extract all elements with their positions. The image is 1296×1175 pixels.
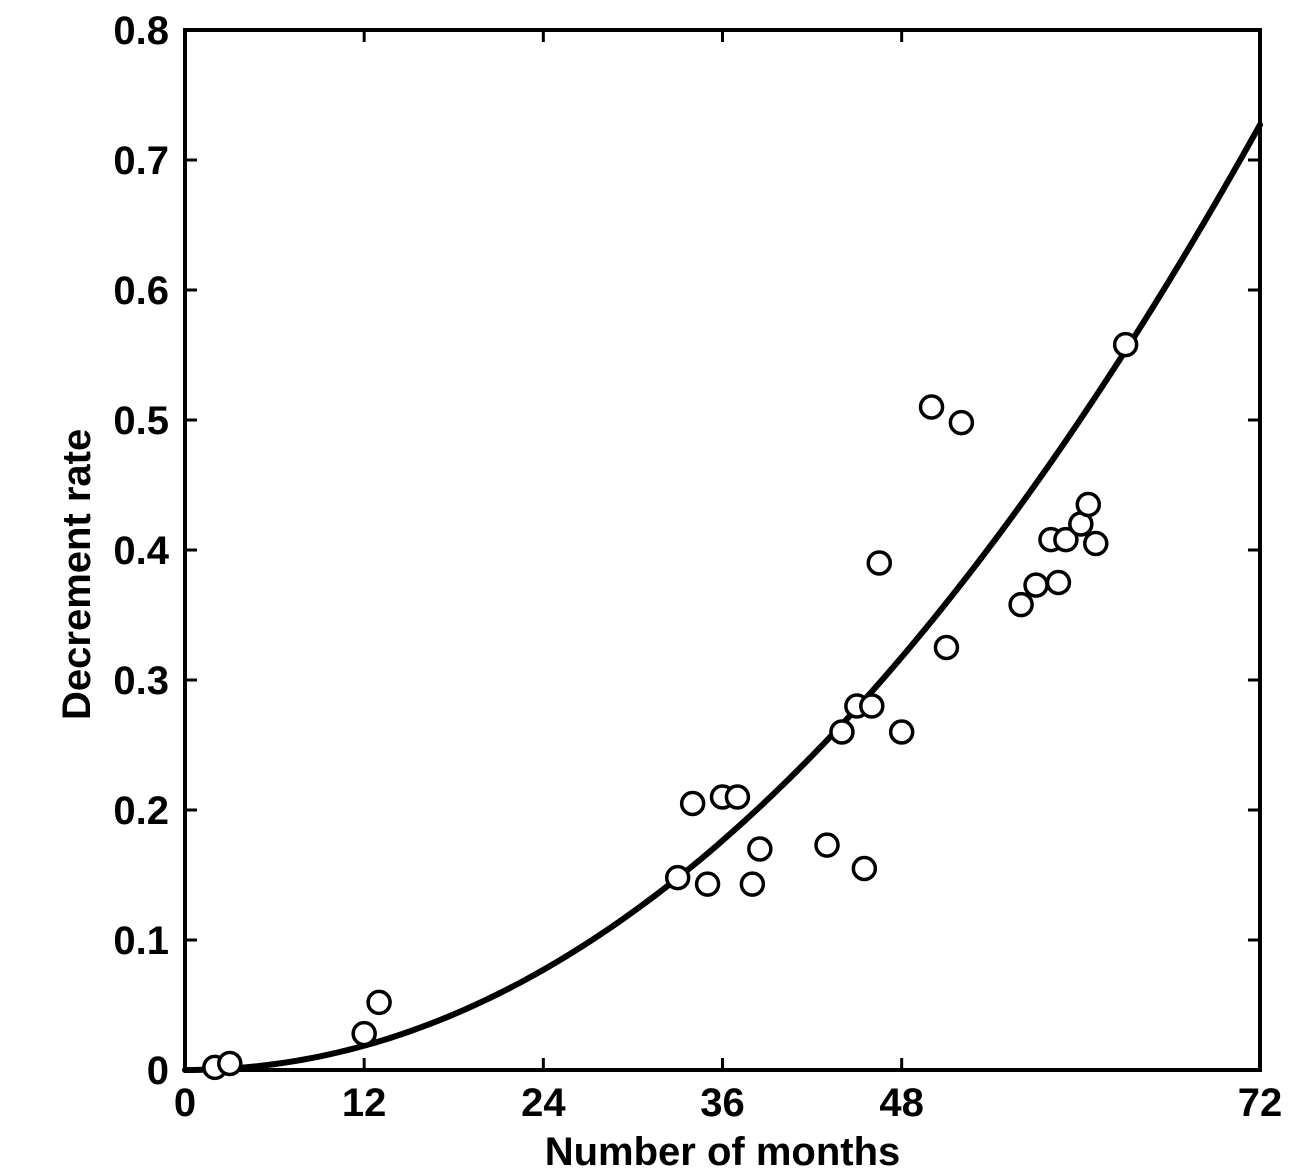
data-point — [853, 858, 875, 880]
y-tick-label: 0 — [147, 1049, 169, 1093]
data-point — [921, 396, 943, 418]
x-axis-label: Number of months — [185, 1130, 1260, 1175]
data-point — [1047, 572, 1069, 594]
data-point — [1085, 533, 1107, 555]
y-tick-label: 0.3 — [113, 659, 169, 703]
y-tick-label: 0.4 — [113, 529, 169, 573]
data-point — [1115, 334, 1137, 356]
y-axis-label: Decrement rate — [55, 429, 100, 720]
y-tick-label: 0.5 — [113, 399, 169, 443]
x-tick-label: 48 — [879, 1081, 924, 1125]
data-point — [868, 552, 890, 574]
data-point — [353, 1023, 375, 1045]
y-tick-label: 0.2 — [113, 789, 169, 833]
data-point — [1077, 494, 1099, 516]
data-point — [891, 721, 913, 743]
data-point — [831, 721, 853, 743]
y-tick-label: 0.6 — [113, 269, 169, 313]
fitted-curve — [185, 125, 1260, 1070]
data-point — [816, 834, 838, 856]
x-tick-label: 0 — [174, 1081, 196, 1125]
data-point — [861, 695, 883, 717]
data-point — [1010, 594, 1032, 616]
data-point — [1025, 574, 1047, 596]
y-tick-label: 0.1 — [113, 919, 169, 963]
y-tick-label: 0.8 — [113, 9, 169, 53]
data-point — [726, 786, 748, 808]
data-point — [749, 838, 771, 860]
y-tick-label: 0.7 — [113, 139, 169, 183]
x-tick-label: 36 — [700, 1081, 745, 1125]
data-point — [935, 637, 957, 659]
data-point — [682, 793, 704, 815]
x-tick-label: 72 — [1238, 1081, 1283, 1125]
data-point — [219, 1053, 241, 1075]
data-point — [667, 867, 689, 889]
chart-svg: 0 12 24 36 48 72 0 0.1 0.2 0.3 0.4 0.5 0.6 0.7 0.8 — [0, 0, 1296, 1170]
x-tick-label: 12 — [342, 1081, 387, 1125]
data-point — [741, 873, 763, 895]
data-point — [368, 991, 390, 1013]
x-tick-label: 24 — [521, 1081, 566, 1125]
chart-container: 0 12 24 36 48 72 0 0.1 0.2 0.3 0.4 0.5 0.6 0.7 0.8 Dec… — [0, 0, 1296, 1170]
data-point — [950, 412, 972, 434]
data-point — [697, 873, 719, 895]
